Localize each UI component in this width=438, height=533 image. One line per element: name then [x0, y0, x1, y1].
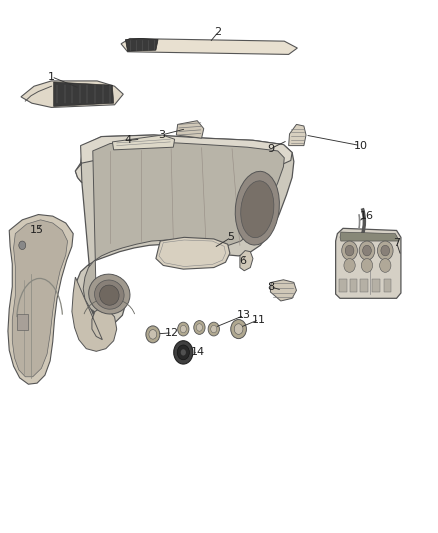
Polygon shape: [289, 124, 306, 146]
Circle shape: [19, 241, 26, 249]
Text: 12: 12: [165, 328, 179, 338]
Circle shape: [146, 326, 160, 343]
Text: 8: 8: [267, 281, 274, 292]
Bar: [360, 279, 368, 292]
Circle shape: [181, 349, 186, 356]
Ellipse shape: [235, 171, 279, 245]
Bar: [384, 279, 391, 292]
Circle shape: [234, 324, 243, 334]
Polygon shape: [83, 142, 284, 316]
Circle shape: [231, 319, 247, 338]
Polygon shape: [74, 135, 294, 325]
Circle shape: [345, 245, 354, 256]
Text: 6: 6: [240, 256, 247, 266]
Ellipse shape: [88, 274, 130, 314]
Circle shape: [174, 341, 193, 364]
Text: 9: 9: [267, 144, 274, 154]
Polygon shape: [270, 280, 297, 301]
Polygon shape: [21, 81, 123, 108]
Text: 4: 4: [125, 135, 132, 146]
Polygon shape: [177, 120, 204, 138]
Circle shape: [177, 345, 189, 360]
Bar: [372, 279, 380, 292]
Text: 15: 15: [30, 225, 44, 236]
Circle shape: [361, 259, 373, 272]
Ellipse shape: [241, 181, 274, 238]
Ellipse shape: [99, 285, 119, 305]
Polygon shape: [53, 82, 114, 107]
Polygon shape: [336, 228, 401, 298]
Polygon shape: [125, 38, 158, 51]
Polygon shape: [72, 277, 117, 351]
Text: 13: 13: [237, 310, 251, 320]
Circle shape: [342, 241, 357, 260]
Text: 5: 5: [228, 232, 235, 243]
Circle shape: [149, 329, 157, 339]
Circle shape: [194, 320, 205, 334]
Polygon shape: [8, 215, 73, 384]
Bar: [339, 279, 346, 292]
Ellipse shape: [95, 280, 124, 309]
Polygon shape: [340, 232, 398, 241]
Bar: [17, 314, 28, 330]
Circle shape: [380, 259, 391, 272]
Circle shape: [196, 324, 202, 331]
Polygon shape: [12, 220, 67, 377]
Polygon shape: [240, 251, 253, 271]
Text: 14: 14: [191, 348, 205, 358]
Circle shape: [344, 259, 355, 272]
Circle shape: [359, 241, 375, 260]
Polygon shape: [113, 135, 175, 150]
Circle shape: [208, 322, 219, 336]
Circle shape: [381, 245, 390, 256]
Text: 1: 1: [48, 71, 55, 82]
Polygon shape: [121, 38, 297, 54]
Text: 16: 16: [360, 211, 374, 221]
Circle shape: [378, 241, 393, 260]
Text: 7: 7: [393, 238, 400, 248]
Circle shape: [178, 322, 189, 336]
Circle shape: [363, 245, 371, 256]
Text: 10: 10: [353, 141, 367, 151]
Bar: [350, 279, 357, 292]
Text: 11: 11: [252, 314, 266, 325]
Polygon shape: [156, 237, 230, 269]
Polygon shape: [75, 135, 292, 183]
Circle shape: [211, 325, 217, 333]
Circle shape: [180, 325, 186, 333]
Text: 2: 2: [215, 27, 222, 37]
Text: 3: 3: [158, 130, 165, 140]
